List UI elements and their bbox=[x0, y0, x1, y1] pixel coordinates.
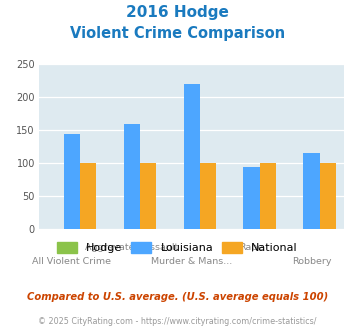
Text: 2016 Hodge: 2016 Hodge bbox=[126, 5, 229, 20]
Bar bbox=[303, 153, 320, 229]
Text: Rape: Rape bbox=[240, 243, 264, 252]
Text: © 2025 CityRating.com - https://www.cityrating.com/crime-statistics/: © 2025 CityRating.com - https://www.city… bbox=[38, 317, 317, 326]
Bar bbox=[124, 124, 140, 229]
Bar bbox=[200, 163, 216, 229]
Bar bbox=[184, 84, 200, 229]
Bar bbox=[320, 163, 336, 229]
Legend: Hodge, Louisiana, National: Hodge, Louisiana, National bbox=[58, 242, 297, 253]
Bar bbox=[140, 163, 156, 229]
Bar bbox=[244, 167, 260, 229]
Text: All Violent Crime: All Violent Crime bbox=[32, 257, 111, 266]
Bar bbox=[80, 163, 96, 229]
Bar bbox=[260, 163, 276, 229]
Text: Aggravated Assault: Aggravated Assault bbox=[85, 243, 179, 252]
Text: Murder & Mans...: Murder & Mans... bbox=[151, 257, 232, 266]
Bar bbox=[64, 134, 80, 229]
Text: Violent Crime Comparison: Violent Crime Comparison bbox=[70, 26, 285, 41]
Text: Compared to U.S. average. (U.S. average equals 100): Compared to U.S. average. (U.S. average … bbox=[27, 292, 328, 302]
Text: Robbery: Robbery bbox=[292, 257, 331, 266]
